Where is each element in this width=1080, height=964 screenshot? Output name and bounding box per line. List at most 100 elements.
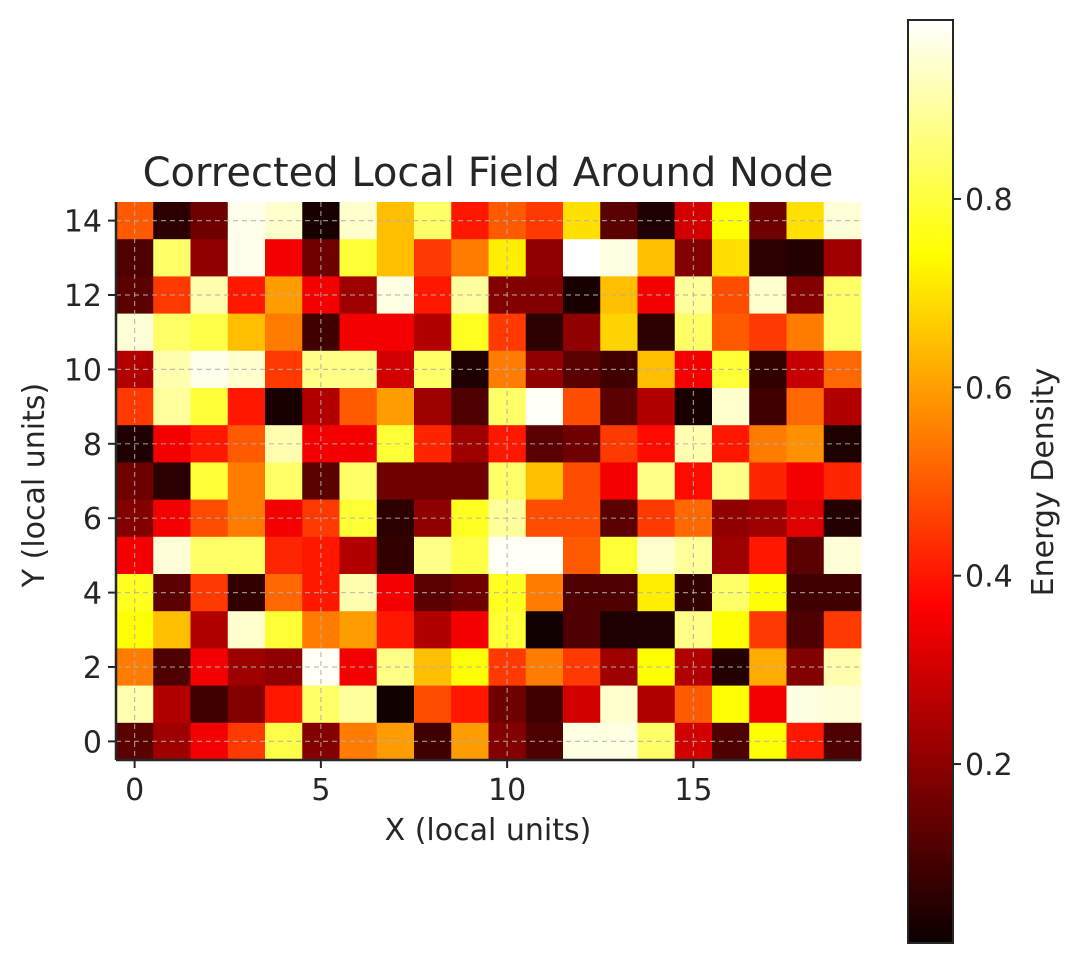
heatmap-cell — [190, 239, 229, 277]
colorbar-tick-label: 0.2 — [965, 748, 1013, 783]
heatmap-cell — [563, 611, 601, 649]
heatmap-cell — [227, 239, 266, 277]
heatmap-cell — [600, 611, 638, 649]
heatmap-cell — [190, 462, 229, 501]
heatmap-cell — [414, 462, 452, 501]
heatmap-cell — [339, 685, 378, 724]
heatmap-cell — [265, 388, 303, 426]
y-tick-label: 14 — [64, 205, 102, 240]
heatmap-cell — [414, 536, 452, 575]
heatmap-cell — [525, 611, 564, 649]
heatmap-cell — [227, 536, 266, 575]
y-tick-label: 4 — [83, 577, 102, 612]
colorbar-tick-label: 0.4 — [965, 560, 1013, 595]
heatmap-cell — [227, 685, 266, 724]
colorbar — [907, 19, 954, 944]
colorbar-label: Energy Density — [1026, 368, 1061, 597]
heatmap-cell — [414, 685, 452, 724]
heatmap-cell — [563, 313, 601, 352]
heatmap-cell — [637, 611, 676, 649]
y-tick-label: 2 — [83, 651, 102, 686]
heatmap-cell — [600, 685, 638, 724]
heatmap-cell — [227, 313, 266, 352]
heatmap-cell — [376, 536, 415, 575]
y-tick-label: 6 — [83, 502, 102, 537]
heatmap-cell — [712, 239, 750, 277]
heatmap-cell — [600, 313, 638, 352]
heatmap-cell — [414, 611, 452, 649]
heatmap-cell — [525, 313, 564, 352]
heatmap-cell — [637, 536, 676, 575]
heatmap-cell — [376, 313, 415, 352]
heatmap-cell — [339, 611, 378, 649]
heatmap-cell — [339, 536, 378, 575]
heatmap-cell — [451, 239, 489, 277]
heatmap-cell — [637, 388, 676, 426]
heatmap-cell — [153, 536, 191, 575]
heatmap-cell — [786, 685, 825, 724]
heatmap-cell — [749, 611, 787, 649]
heatmap-cell — [339, 388, 378, 426]
chart-title: Corrected Local Field Around Node — [143, 150, 834, 196]
y-axis-label: Y (local units) — [17, 383, 52, 588]
y-tick-label: 12 — [64, 279, 102, 314]
heatmap-cell — [190, 388, 229, 426]
heatmap-cell — [451, 611, 489, 649]
heatmap-cell — [749, 685, 787, 724]
heatmap-cell — [525, 388, 564, 426]
heatmap-cell — [749, 462, 787, 501]
heatmap-cell — [153, 313, 191, 352]
heatmap-cell — [823, 388, 862, 426]
heatmap-cell — [265, 536, 303, 575]
heatmap-cell — [749, 536, 787, 575]
heatmap-cell — [525, 462, 564, 501]
heatmap-cell — [786, 388, 825, 426]
heatmap-cell — [712, 611, 750, 649]
y-ticks: 0 2 4 6 8 10 12 14 — [64, 205, 116, 760]
heatmap-cell — [265, 611, 303, 649]
heatmap-cell — [190, 685, 229, 724]
heatmap-cell — [786, 536, 825, 575]
heatmap-cell — [823, 239, 862, 277]
heatmap-cell — [227, 611, 266, 649]
heatmap-cell — [376, 462, 415, 501]
heatmap-cell — [265, 685, 303, 724]
heatmap-cell — [712, 388, 750, 426]
heatmap-cell — [786, 313, 825, 352]
heatmap-cell — [265, 462, 303, 501]
heatmap-cell — [600, 239, 638, 277]
heatmap-cell — [749, 313, 787, 352]
y-tick-label: 8 — [83, 428, 102, 463]
heatmap-cell — [153, 239, 191, 277]
heatmap-cell — [563, 239, 601, 277]
heatmap-cell — [637, 685, 676, 724]
heatmap-cell — [563, 462, 601, 501]
heatmap-cell — [451, 388, 489, 426]
heatmap-cell — [376, 239, 415, 277]
heatmap-cell — [265, 239, 303, 277]
heatmap-cell — [376, 611, 415, 649]
heatmap-cell — [823, 313, 862, 352]
heatmap-cell — [525, 685, 564, 724]
y-tick-label: 10 — [64, 353, 102, 388]
x-tick-label: 10 — [488, 773, 526, 808]
heatmap-cell — [451, 462, 489, 501]
heatmap-cell — [339, 313, 378, 352]
heatmap-cell — [227, 462, 266, 501]
heatmap-cell — [376, 388, 415, 426]
heatmap-cell — [376, 685, 415, 724]
heatmap-cell — [451, 685, 489, 724]
heatmap-cell — [190, 536, 229, 575]
heatmap-cell — [563, 536, 601, 575]
heatmap-cell — [525, 239, 564, 277]
heatmap-cell — [712, 313, 750, 352]
heatmap-cell — [153, 685, 191, 724]
colorbar-tick-label: 0.8 — [965, 183, 1013, 218]
heatmap-cell — [823, 611, 862, 649]
heatmap-cell — [823, 685, 862, 724]
heatmap-cell — [414, 388, 452, 426]
colorbar-tick-label: 0.6 — [965, 371, 1013, 406]
heatmap-cell — [786, 462, 825, 501]
heatmap-cell — [637, 239, 676, 277]
heatmap-cell — [525, 536, 564, 575]
